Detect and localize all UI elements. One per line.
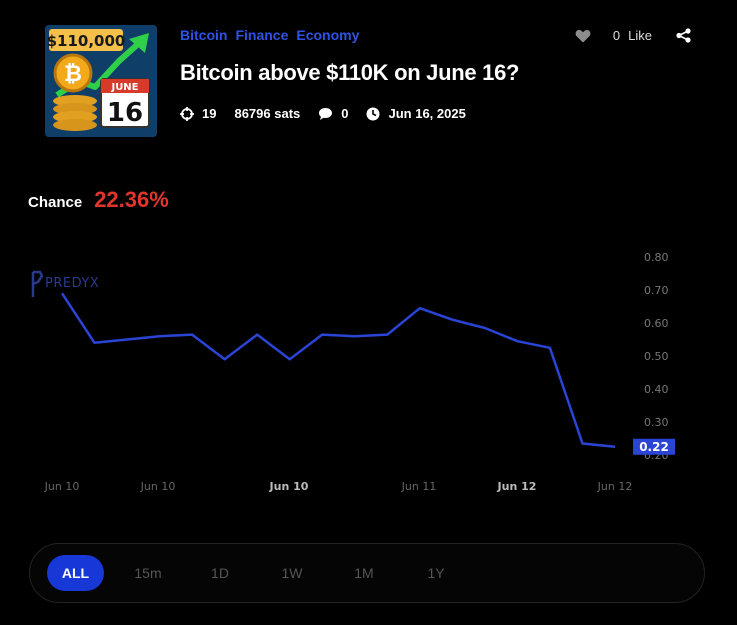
chance-value: 22.36% [94,187,169,212]
svg-text:₿: ₿ [64,62,82,87]
range-15m-button[interactable]: 15m [134,565,162,581]
y-tick-label: 0.60 [644,317,669,330]
y-tick-label: 0.80 [644,251,669,264]
volume-value: 86796 sats [234,106,301,121]
range-1w-button[interactable]: 1W [281,565,303,581]
market-meta: 19 86796 sats 0 Jun 16, 2025 [180,106,484,121]
thumbnail-day: 16 [107,98,143,128]
market-thumbnail: $110,000 ₿ JUNE 16 [45,25,157,137]
x-tick-label: Jun 11 [401,480,437,493]
clock-icon [366,107,380,120]
market-actions: 0 Like [575,28,691,43]
y-tick-label: 0.70 [644,284,669,297]
comments-count: 0 [341,106,349,121]
tag-bitcoin[interactable]: Bitcoin [180,27,228,43]
x-tick-label: Jun 10 [269,480,309,493]
tag-finance[interactable]: Finance [235,27,289,43]
comment-icon [319,107,333,120]
heart-icon[interactable] [575,29,591,43]
range-1y-button[interactable]: 1Y [427,565,445,581]
x-tick-label: Jun 12 [497,480,537,493]
predyx-watermark: PREDYX [31,270,99,297]
tag-list: Bitcoin Finance Economy [180,27,359,43]
current-value-badge: 0.22 [633,438,675,455]
y-tick-label: 0.30 [644,416,669,429]
end-date: Jun 16, 2025 [388,106,466,121]
crosshair-icon [180,106,194,121]
tag-economy[interactable]: Economy [296,27,360,43]
like-button[interactable]: Like [628,28,652,43]
chance-label: Chance [28,194,83,211]
watermark-text: PREDYX [45,276,99,291]
like-count: 0 [612,28,621,43]
time-range-selector: ALL 15m 1D 1W 1M 1Y [29,543,705,603]
x-tick-label: Jun 10 [140,480,176,493]
share-icon[interactable] [676,28,691,43]
price-line [60,292,616,449]
price-chart[interactable]: PREDYX 0.800.700.600.500.400.300.20 Jun … [0,240,737,500]
x-tick-label: Jun 10 [44,480,80,493]
thumbnail-price-text: $110,000 [47,32,126,50]
range-1d-button[interactable]: 1D [211,565,229,581]
range-1m-button[interactable]: 1M [354,565,374,581]
market-title: Bitcoin above $110K on June 16? [180,60,520,85]
y-tick-label: 0.40 [644,383,669,396]
participants-count: 19 [202,106,217,121]
range-all-button[interactable]: ALL [47,555,104,591]
x-tick-label: Jun 12 [597,480,633,493]
svg-text:0.22: 0.22 [639,440,669,454]
chance-display: Chance 22.36% [28,187,169,213]
y-tick-label: 0.50 [644,350,669,363]
thumbnail-month: JUNE [110,82,138,93]
